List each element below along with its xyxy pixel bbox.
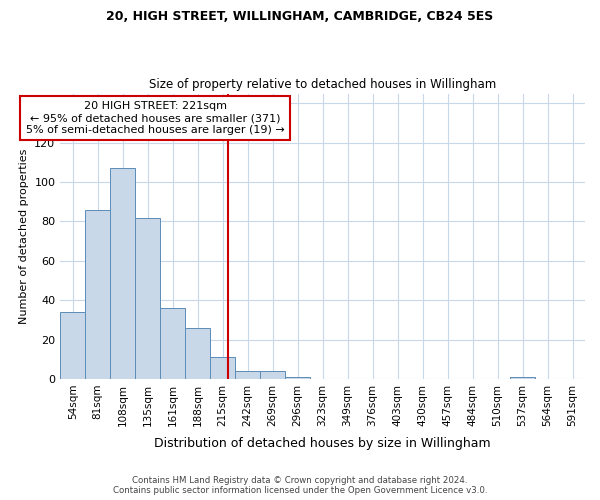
Bar: [185, 328, 210, 379]
Bar: [210, 358, 235, 379]
Bar: [285, 377, 310, 379]
Title: Size of property relative to detached houses in Willingham: Size of property relative to detached ho…: [149, 78, 496, 91]
Y-axis label: Number of detached properties: Number of detached properties: [19, 148, 29, 324]
Bar: [235, 371, 260, 379]
Bar: [85, 210, 110, 379]
Bar: [260, 371, 285, 379]
X-axis label: Distribution of detached houses by size in Willingham: Distribution of detached houses by size …: [154, 437, 491, 450]
Bar: [160, 308, 185, 379]
Bar: [510, 377, 535, 379]
Text: 20, HIGH STREET, WILLINGHAM, CAMBRIDGE, CB24 5ES: 20, HIGH STREET, WILLINGHAM, CAMBRIDGE, …: [106, 10, 494, 23]
Text: Contains HM Land Registry data © Crown copyright and database right 2024.
Contai: Contains HM Land Registry data © Crown c…: [113, 476, 487, 495]
Text: 20 HIGH STREET: 221sqm
← 95% of detached houses are smaller (371)
5% of semi-det: 20 HIGH STREET: 221sqm ← 95% of detached…: [26, 102, 284, 134]
Bar: [135, 218, 160, 379]
Bar: [110, 168, 135, 379]
Bar: [60, 312, 85, 379]
